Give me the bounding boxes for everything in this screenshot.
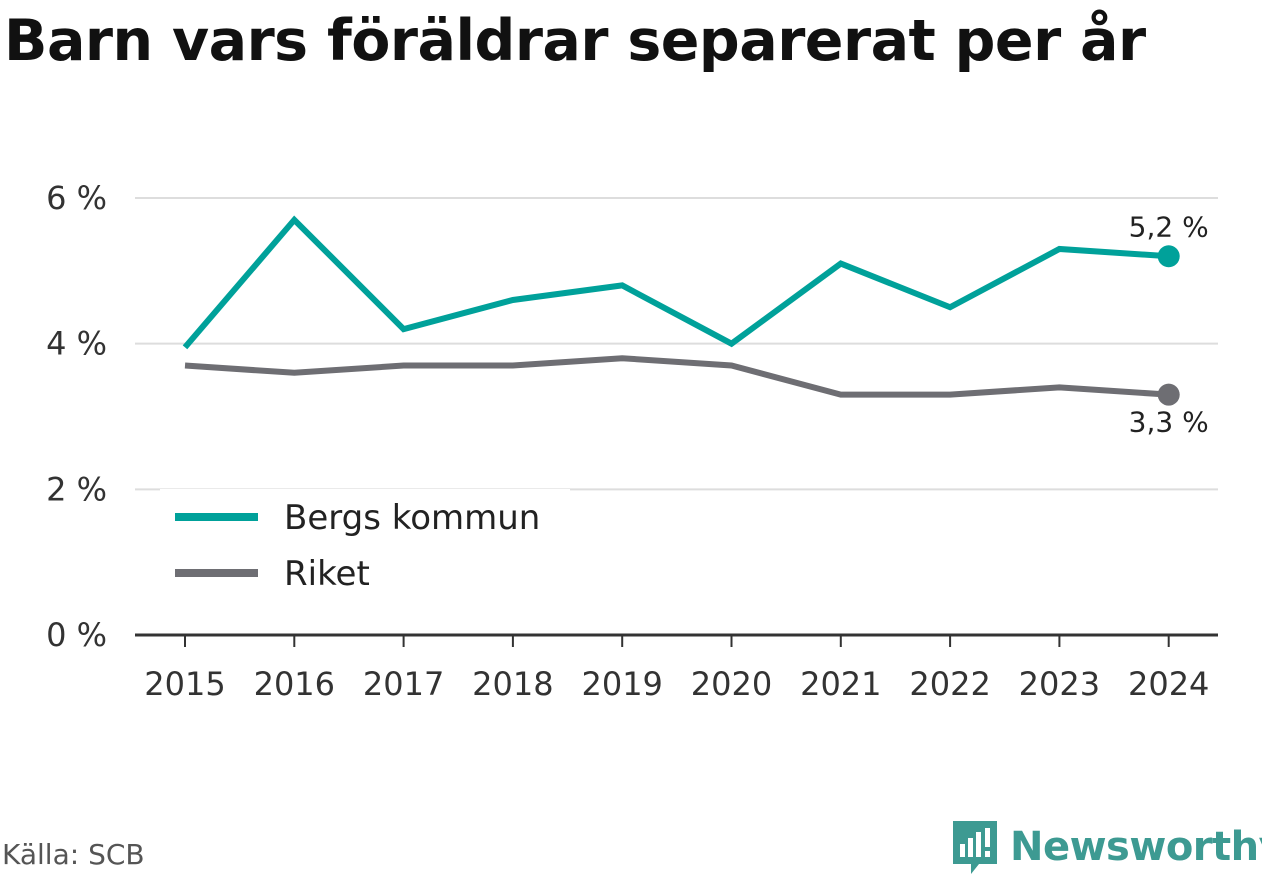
- series-end-marker: [1157, 245, 1180, 268]
- x-tick-label: 2019: [581, 665, 662, 703]
- x-tick-label: 2024: [1128, 665, 1209, 703]
- y-tick-label: 4 %: [46, 325, 107, 363]
- legend-label: Riket: [284, 554, 370, 594]
- newsworthy-logo-icon: [953, 821, 997, 874]
- series-lines: [182, 215, 1180, 406]
- series-end-marker: [1157, 383, 1180, 406]
- brand-logo: Newsworthy: [950, 818, 1262, 876]
- series-end-label: 5,2 %: [1129, 210, 1209, 243]
- series-line: [182, 215, 1169, 350]
- y-tick-label: 6 %: [46, 179, 107, 217]
- y-axis-tick-labels: 0 % 2 % 4 % 6 %: [46, 179, 107, 654]
- x-tick-label: 2023: [1019, 665, 1100, 703]
- x-tick-label: 2016: [254, 665, 335, 703]
- x-axis: 2015 2016 2017 2018 2019 2020 2021 2022 2023 2024: [135, 633, 1218, 703]
- y-tick-label: 0 %: [46, 616, 107, 654]
- x-tick-label: 2018: [472, 665, 553, 703]
- line-chart: 0 % 2 % 4 % 6 % 2015 2016 2017 2018 2019 2020 202…: [46, 179, 1218, 703]
- x-tick-label: 2015: [144, 665, 225, 703]
- gridlines: [135, 197, 1218, 491]
- x-tick-label: 2020: [691, 665, 772, 703]
- legend-label: Bergs kommun: [284, 498, 540, 538]
- legend-background: [160, 489, 570, 609]
- x-tick-label: 2022: [909, 665, 990, 703]
- x-tick-label: 2021: [800, 665, 881, 703]
- chart-title: Barn vars föräldrar separerat per år: [4, 8, 1146, 74]
- series-line: [184, 355, 1169, 398]
- series-end-label: 3,3 %: [1129, 406, 1209, 439]
- brand-name: Newsworthy: [1010, 824, 1262, 870]
- y-tick-label: 2 %: [46, 470, 107, 508]
- x-tick-label: 2017: [363, 665, 444, 703]
- source-note: Källa: SCB: [2, 838, 145, 871]
- legend: Bergs kommun Riket: [160, 489, 570, 609]
- end-value-labels: 5,2 % 3,3 %: [1129, 210, 1209, 438]
